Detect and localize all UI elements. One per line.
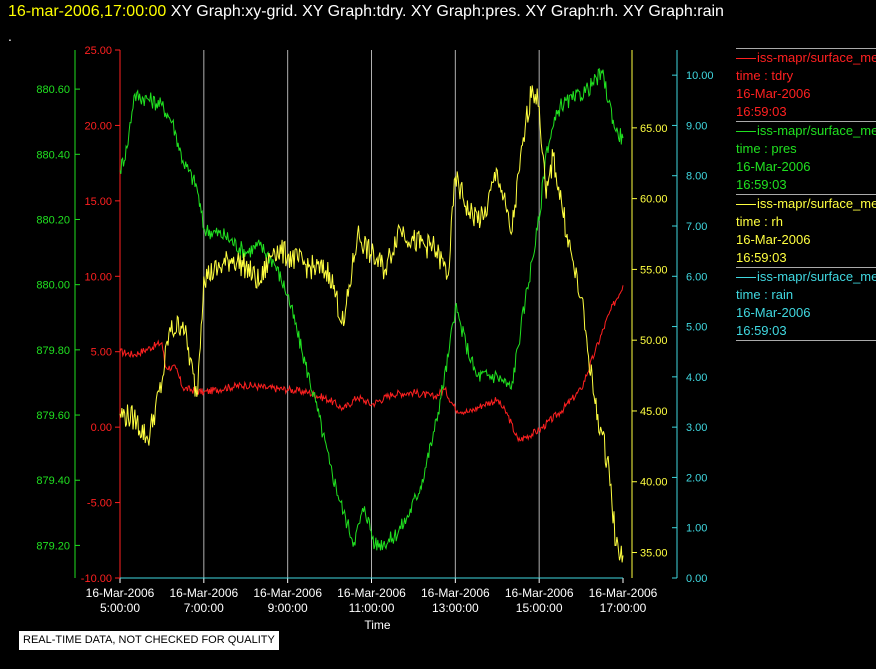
- x-tick-label-time: 13:00:00: [432, 601, 479, 615]
- legend-line-swatch: [736, 58, 756, 60]
- quality-notice: REAL-TIME DATA, NOT CHECKED FOR QUALITY: [19, 631, 279, 650]
- pres-axis-tick-label: 879.60: [36, 410, 70, 422]
- pres-axis-tick-label: 879.80: [36, 345, 70, 357]
- x-tick-label-date: 16-Mar-2006: [169, 586, 238, 600]
- x-tick-label-date: 16-Mar-2006: [253, 586, 322, 600]
- rain-axis-tick-label: 7.00: [686, 221, 707, 233]
- legend-line-swatch: [736, 277, 756, 279]
- x-tick-label-date: 16-Mar-2006: [505, 586, 574, 600]
- tdry-axis-tick-label: 20.00: [84, 120, 112, 132]
- x-axis-label: Time: [364, 618, 391, 632]
- legend-date: 16-Mar-2006: [736, 305, 811, 320]
- legend-series-name: iss-mapr/surface_met: [736, 49, 876, 67]
- legend-series-label: iss-mapr/surface_met: [757, 196, 876, 211]
- tdry-axis-tick-label: -10.00: [81, 573, 112, 585]
- rh-axis-tick-label: 45.00: [640, 406, 668, 418]
- legend-date: 16-Mar-2006: [736, 232, 811, 247]
- pres-axis-tick-label: 880.40: [36, 149, 70, 161]
- x-tick-label-time: 11:00:00: [349, 601, 395, 615]
- tdry-axis-tick-label: 5.00: [91, 347, 112, 359]
- rain-axis-tick-label: 10.00: [686, 70, 714, 82]
- legend-field: time : pres: [736, 141, 797, 156]
- tdry-axis-tick-label: -5.00: [87, 498, 112, 510]
- rain-axis-tick-label: 1.00: [686, 523, 707, 535]
- rh-series-line: [119, 85, 624, 563]
- pres-axis-tick-label: 879.20: [36, 540, 70, 552]
- x-tick-label-date: 16-Mar-2006: [337, 586, 406, 600]
- rh-axis-tick-label: 65.00: [640, 123, 668, 135]
- rh-axis-tick-label: 50.00: [640, 335, 668, 347]
- rain-axis-tick-label: 0.00: [686, 573, 707, 585]
- legend-field: time : rain: [736, 287, 794, 302]
- header-graph-list: XY Graph:xy-grid. XY Graph:tdry. XY Grap…: [170, 3, 724, 20]
- legend-series-label: iss-mapr/surface_met: [757, 269, 876, 284]
- legend-date: 16-Mar-2006: [736, 86, 811, 101]
- rain-axis-tick-label: 9.00: [686, 120, 707, 132]
- x-tick-label-date: 16-Mar-2006: [86, 586, 155, 600]
- x-tick-label-time: 17:00:00: [600, 601, 647, 615]
- legend-time: 16:59:03: [736, 177, 787, 192]
- pres-axis-tick-label: 880.00: [36, 280, 70, 292]
- legend-date: 16-Mar-2006: [736, 159, 811, 174]
- pres-axis-tick-label: 879.40: [36, 475, 70, 487]
- legend-time: 16:59:03: [736, 104, 787, 119]
- legend: iss-mapr/surface_met time : tdry 16-Mar-20…: [736, 48, 876, 341]
- rain-axis-tick-label: 3.00: [686, 422, 707, 434]
- rain-axis-tick-label: 5.00: [686, 322, 707, 334]
- x-tick-label-time: 5:00:00: [100, 601, 140, 615]
- x-tick-label-time: 9:00:00: [268, 601, 308, 615]
- legend-field: time : rh: [736, 214, 783, 229]
- header-timestamp: 16-mar-2006,17:00:00: [8, 3, 167, 20]
- x-tick-label-date: 16-Mar-2006: [589, 586, 658, 600]
- rain-axis-tick-label: 8.00: [686, 171, 707, 183]
- legend-field: time : tdry: [736, 68, 794, 83]
- legend-time: 16:59:03: [736, 323, 787, 338]
- rain-axis-tick-label: 2.00: [686, 472, 707, 484]
- rh-axis-tick-label: 40.00: [640, 477, 668, 489]
- legend-line-swatch: [736, 131, 756, 133]
- tdry-axis-tick-label: 0.00: [91, 422, 112, 434]
- rain-axis-tick-label: 4.00: [686, 372, 707, 384]
- legend-line-swatch: [736, 204, 756, 206]
- rh-axis-tick-label: 55.00: [640, 264, 668, 276]
- tdry-axis-tick-label: 25.00: [84, 45, 112, 57]
- pres-series-line: [119, 67, 624, 551]
- x-tick-label-time: 15:00:00: [516, 601, 563, 615]
- tdry-series-line: [119, 285, 624, 443]
- header-dot: .: [8, 28, 12, 44]
- legend-series-label: iss-mapr/surface_met: [757, 50, 876, 65]
- tdry-axis-tick-label: 15.00: [84, 196, 112, 208]
- rh-axis-tick-label: 35.00: [640, 548, 668, 560]
- rain-axis-tick-label: 6.00: [686, 271, 707, 283]
- x-tick-label-date: 16-Mar-2006: [421, 586, 490, 600]
- pres-axis-tick-label: 880.20: [36, 214, 70, 226]
- legend-series-name: iss-mapr/surface_met: [736, 195, 876, 213]
- header-bar: 16-mar-2006,17:00:00 XY Graph:xy-grid. X…: [8, 3, 724, 21]
- legend-series-name: iss-mapr/surface_met: [736, 122, 876, 140]
- legend-divider: [736, 340, 876, 341]
- x-tick-label-time: 7:00:00: [184, 601, 224, 615]
- rh-axis-tick-label: 60.00: [640, 194, 668, 206]
- legend-series-name: iss-mapr/surface_met: [736, 268, 876, 286]
- legend-time: 16:59:03: [736, 250, 787, 265]
- legend-series-label: iss-mapr/surface_met: [757, 123, 876, 138]
- pres-axis-tick-label: 880.60: [36, 84, 70, 96]
- tdry-axis-tick-label: 10.00: [84, 271, 112, 283]
